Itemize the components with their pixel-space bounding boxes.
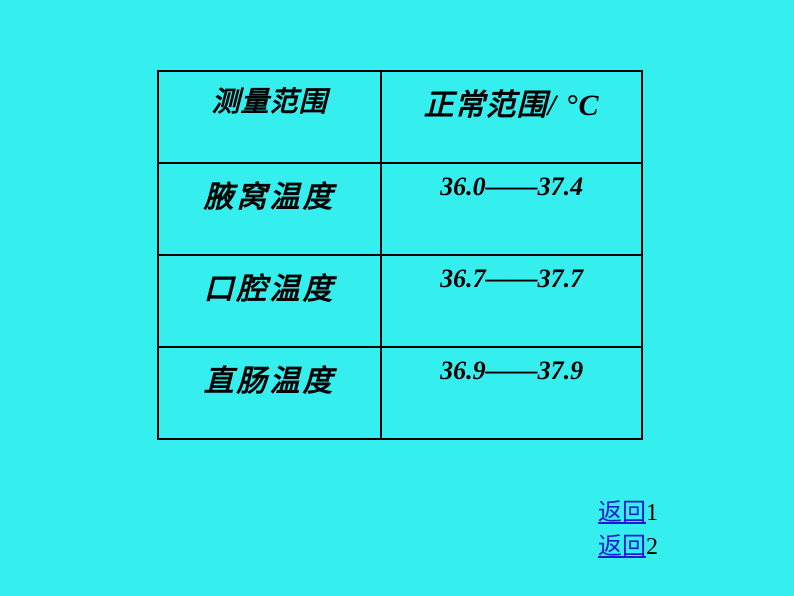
row-label: 腋窝温度 (204, 181, 336, 214)
row-value: 36.9——37.9 (440, 356, 583, 385)
back-links: 返回1 返回2 (598, 496, 658, 564)
table-row: 直肠温度 36.9——37.9 (158, 347, 642, 439)
table-row: 口腔温度 36.7——37.7 (158, 255, 642, 347)
row-label: 直肠温度 (204, 365, 336, 398)
back-link-2-wrapper: 返回2 (598, 530, 658, 564)
header-left: 测量范围 (212, 87, 328, 118)
temperature-table: 测量范围 正常范围/ °C 腋窝温度 36.0——37.4 口腔温度 36.7—… (157, 70, 643, 440)
back-link-1[interactable]: 返回 (598, 500, 646, 526)
back-link-1-wrapper: 返回1 (598, 496, 658, 530)
back-link-1-num: 1 (646, 500, 658, 526)
back-link-2[interactable]: 返回 (598, 534, 646, 560)
row-label: 口腔温度 (204, 273, 336, 306)
back-link-2-num: 2 (646, 534, 658, 560)
row-value: 36.7——37.7 (440, 264, 583, 293)
table-header-row: 测量范围 正常范围/ °C (158, 71, 642, 163)
row-value: 36.0——37.4 (440, 172, 583, 201)
header-right: 正常范围/ °C (424, 89, 600, 122)
table-row: 腋窝温度 36.0——37.4 (158, 163, 642, 255)
